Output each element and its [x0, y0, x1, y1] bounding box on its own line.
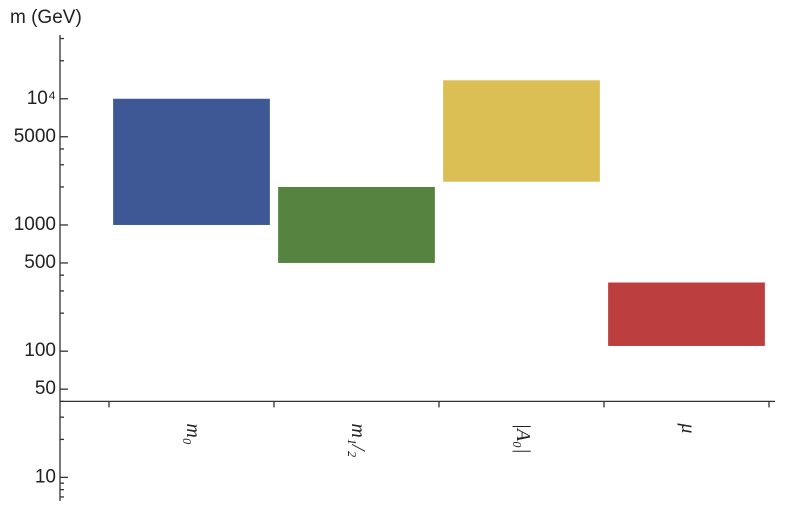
- x-tick-label: |A₀|: [512, 423, 534, 453]
- range-bar: [278, 186, 435, 263]
- y-tick-label: 500: [24, 252, 56, 273]
- x-tick-label: μ: [677, 422, 699, 433]
- y-tick-label: 100: [24, 340, 56, 361]
- y-tick-label: 10: [35, 466, 56, 487]
- y-tick-label: 5000: [14, 126, 56, 147]
- range-bar: [443, 80, 600, 182]
- y-tick-label: 1000: [14, 214, 56, 235]
- y-axis-label: m (GeV): [10, 7, 82, 28]
- y-tick-label: 10⁴: [27, 88, 56, 109]
- y-tick-label: 50: [35, 378, 56, 399]
- range-bar: [608, 282, 765, 346]
- x-tick-label: m₁/₂: [347, 423, 369, 457]
- x-tick-label: m₀: [182, 423, 204, 444]
- range-bar: [113, 98, 270, 225]
